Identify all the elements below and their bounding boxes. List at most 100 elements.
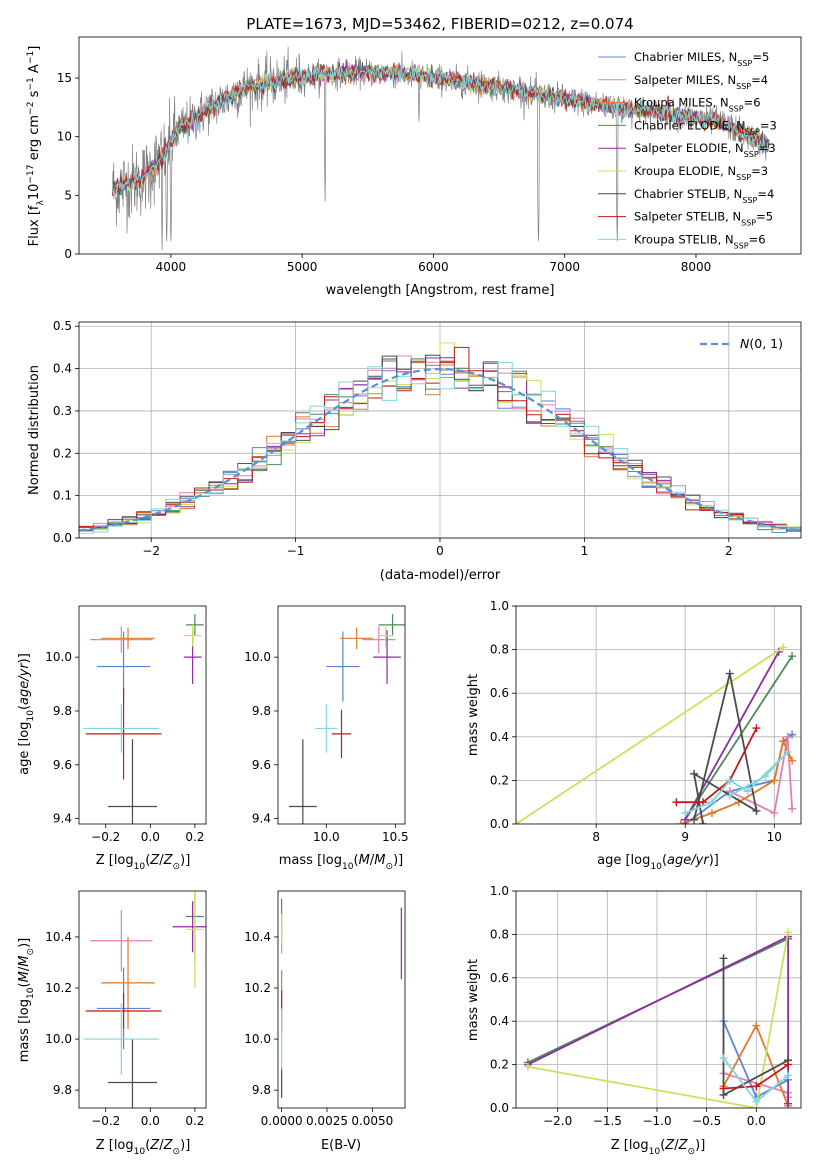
y-axis-label: age [log10(age/yr)] [17, 653, 36, 775]
series-kroupa-elodie [516, 643, 788, 824]
tick-label-y: 15 [57, 71, 72, 85]
plot-area-weight_vs_age [516, 606, 801, 824]
axes-frame [78, 605, 207, 825]
tick-label-y: 0.6 [490, 971, 509, 985]
legend-label: Salpeter ELODIE, NSSP=3 [634, 141, 776, 159]
tick-label-y: 10.0 [45, 650, 72, 664]
errorbar-kroupa-elodie [183, 624, 202, 647]
series-line [516, 646, 784, 824]
tick-label-y: 0.2 [53, 446, 72, 460]
series-line [729, 736, 793, 815]
series-point [690, 769, 699, 778]
series-point [784, 928, 793, 937]
tick-label-y: 10.0 [244, 1032, 271, 1046]
marks-mass_vs_ebv [281, 898, 402, 1098]
legend-label: Kroupa MILES, NSSP=6 [634, 96, 761, 114]
grid-weight_vs_Z [516, 891, 801, 1108]
panel-mass_vs_Z: −0.2 0.0 0.2 9.8 10.0 10.2 10.4 Z [log10(Z/Z⊙)]… [17, 890, 207, 1157]
series-line [676, 727, 758, 804]
y-axis-label: mass weight [466, 674, 481, 756]
legend-label: Salpeter STELIB, NSSP=5 [634, 210, 773, 228]
series-point [752, 806, 761, 815]
series-point [719, 1054, 728, 1063]
x-axis-label: E(B-V) [321, 1138, 361, 1153]
tick-label-y: 1.0 [490, 599, 509, 613]
errorbar-salpeter-miles [90, 626, 153, 654]
series-point [770, 809, 779, 818]
tick-label-y: 1.0 [490, 884, 509, 898]
legend-spectrum: Chabrier MILES, NSSP=5 Salpeter MILES, NS… [598, 50, 777, 250]
tick-label-x: 1 [581, 544, 589, 558]
tick-label-x: −0.5 [692, 1114, 721, 1128]
tick-label-y: 0.0 [490, 817, 509, 831]
errorbar-kroupa-miles [340, 627, 374, 650]
series-point [784, 1060, 793, 1069]
plot-area-age_vs_mass [289, 614, 405, 824]
series-point [672, 798, 681, 807]
tick-label-x: −2.0 [543, 1114, 572, 1128]
tick-label-y: 0.6 [490, 686, 509, 700]
series-point [681, 809, 690, 818]
legend-label: Kroupa ELODIE, NSSP=3 [634, 164, 768, 182]
series-point [752, 724, 761, 733]
marks-residuals [79, 342, 801, 535]
errorbar-kroupa-stelib [83, 1003, 160, 1075]
tick-label-x: −0.2 [91, 830, 120, 844]
tick-label-y: 10 [57, 130, 72, 144]
tick-label-y: 0.0 [490, 1101, 509, 1115]
series-point [779, 643, 788, 652]
errorbar-kroupa-elodie [185, 891, 204, 989]
plot-area-mass_vs_ebv [281, 898, 402, 1098]
axes-frame [515, 890, 802, 1109]
tick-label-y: 10.2 [45, 981, 72, 995]
plot-area-weight_vs_Z [516, 891, 801, 1108]
marks-spectrum [112, 46, 770, 251]
tick-label-x: −0.2 [91, 1114, 120, 1128]
tick-label-x: −1 [287, 544, 305, 558]
errorbar-kroupa-stelib [83, 704, 160, 753]
errorbar-chabrier-elodie [378, 614, 405, 636]
series-kroupa-stelib [681, 748, 792, 818]
tick-label-y: 9.4 [252, 812, 271, 826]
panel-residuals: −2 −1 0 1 2 0.0 0.1 0.2 0.3 0.4 0.5 N(0, 1) (data-mo… [27, 319, 802, 583]
plot-area-residuals [79, 322, 801, 538]
series-point [770, 776, 779, 785]
tick-label-x: 0.2 [185, 830, 204, 844]
tick-label-y: 10.0 [244, 650, 271, 664]
errorbar-salpeter-stelib [85, 993, 162, 1029]
tick-label-x: 6000 [418, 260, 449, 274]
tick-label-y: 0.4 [490, 730, 509, 744]
tick-label-y: 10.4 [244, 930, 271, 944]
marks-age_vs_Z [83, 614, 204, 824]
marks-mass_vs_Z [83, 891, 206, 1108]
tick-label-x: −2 [142, 544, 160, 558]
tick-label-y: 0.4 [490, 1014, 509, 1028]
x-axis-label: Z [log10(Z/Z⊙)] [96, 1138, 191, 1157]
series-point [761, 772, 770, 781]
errorbar-chabrier-miles [326, 631, 360, 702]
tick-label-x: 9 [681, 830, 689, 844]
marks-age_vs_mass [289, 614, 405, 824]
tick-label-x: 0.0 [141, 1114, 160, 1128]
y-axis-label: mass [log10(M/M⊙)] [17, 938, 36, 1062]
tick-label-y: 9.8 [252, 1083, 271, 1097]
tick-label-y: 9.8 [53, 1083, 72, 1097]
tick-label-y: 10.2 [244, 981, 271, 995]
x-axis-label: Z [log10(Z/Z⊙)] [96, 853, 191, 872]
tick-label-y: 0.8 [490, 927, 509, 941]
legend-label: Chabrier MILES, NSSP=5 [634, 50, 769, 68]
panel-spectrum: 4000 5000 6000 7000 8000 0 5 10 15 Chabrier MILES… [26, 36, 802, 298]
errorbar-kroupa-miles [101, 936, 155, 1029]
errorbar-salpeter-miles [90, 910, 153, 972]
histogram-salpeter-stelib [79, 346, 801, 529]
errorbar-chabrier-stelib [107, 1039, 157, 1108]
series-salpeter-stelib [719, 1060, 793, 1093]
tick-label-y: 10.4 [45, 930, 72, 944]
tick-label-x: 8 [592, 830, 600, 844]
legend-label: Chabrier ELODIE, NSSP=3 [634, 118, 777, 136]
x-axis-label: (data-model)/error [380, 568, 501, 583]
y-axis-label: Normed distribution [27, 365, 42, 495]
tick-label-y: 9.4 [53, 812, 72, 826]
x-axis-label: wavelength [Angstrom, rest frame] [326, 283, 555, 298]
